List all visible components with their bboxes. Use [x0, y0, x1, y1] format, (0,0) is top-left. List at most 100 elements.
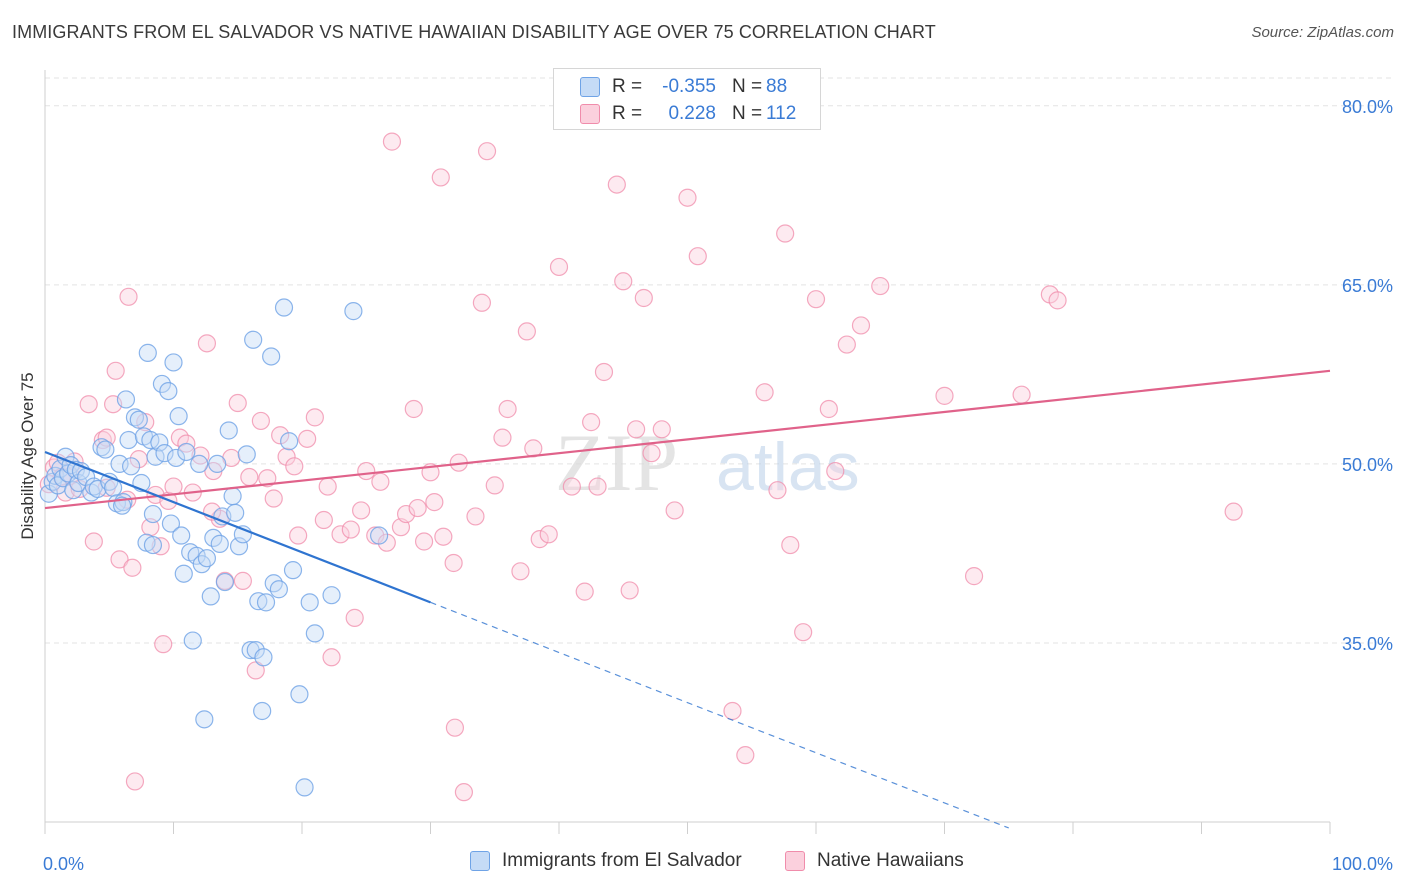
data-point-native-hawaiians — [498, 399, 517, 419]
data-point-native-hawaiians — [935, 386, 954, 405]
stats-r-label: R = — [612, 76, 643, 97]
data-point-native-hawaiians — [626, 420, 646, 439]
data-point-native-hawaiians — [594, 362, 614, 382]
data-point-native-hawaiians — [84, 532, 103, 551]
data-point-native-hawaiians — [539, 525, 558, 544]
series-legend: Immigrants from El Salvador Native Hawai… — [0, 850, 1406, 880]
data-point-native-hawaiians — [119, 287, 138, 306]
y-axis-title: Disability Age Over 75 — [18, 372, 37, 540]
data-point-native-hawaiians — [258, 469, 277, 488]
data-point-el-salvador — [215, 572, 234, 592]
data-point-native-hawaiians — [197, 334, 217, 353]
data-point-native-hawaiians — [366, 526, 385, 545]
data-point-native-hawaiians — [851, 316, 871, 335]
data-point-native-hawaiians — [322, 648, 341, 667]
data-point-el-salvador — [344, 302, 363, 321]
trend-lines — [44, 369, 1331, 829]
data-point-native-hawaiians — [781, 535, 800, 555]
data-point-native-hawaiians — [493, 428, 512, 447]
data-point-el-salvador — [121, 457, 141, 476]
data-point-native-hawaiians — [240, 467, 259, 487]
data-point-native-hawaiians — [562, 477, 581, 496]
data-point-native-hawaiians — [210, 509, 229, 528]
data-point-native-hawaiians — [408, 498, 427, 518]
data-point-el-salvador — [119, 430, 138, 450]
data-point-native-hawaiians — [271, 426, 290, 445]
data-point-native-hawaiians — [454, 783, 474, 802]
source-label: Source: ZipAtlas.com — [1251, 24, 1394, 41]
data-point-native-hawaiians — [477, 142, 497, 161]
data-point-native-hawaiians — [357, 461, 376, 481]
watermark: ZIP atlas — [555, 417, 860, 508]
data-point-el-salvador — [237, 445, 256, 464]
data-point-native-hawaiians — [404, 399, 423, 419]
data-point-native-hawaiians — [776, 224, 795, 243]
data-point-native-hawaiians — [125, 772, 145, 791]
data-point-native-hawaiians — [1224, 502, 1243, 521]
data-point-native-hawaiians — [318, 477, 337, 496]
data-point-native-hawaiians — [314, 510, 333, 530]
legend-item-native-hawaiians: Native Hawaiians — [785, 850, 964, 872]
data-point-native-hawaiians — [164, 477, 183, 496]
data-point-el-salvador — [161, 514, 181, 533]
data-point-el-salvador — [195, 710, 214, 729]
data-point-el-salvador — [159, 381, 178, 401]
legend-item-el-salvador: Immigrants from El Salvador — [470, 850, 742, 872]
data-point-native-hawaiians — [517, 322, 536, 341]
data-point-el-salvador — [169, 407, 188, 426]
data-point-native-hawaiians — [345, 608, 364, 627]
data-point-el-salvador — [246, 641, 265, 660]
data-point-el-salvador — [152, 374, 172, 394]
data-point-el-salvador — [290, 685, 309, 704]
legend-swatch-blue — [470, 851, 490, 871]
data-point-el-salvador — [155, 444, 174, 463]
trend-line-native-hawaiians — [44, 369, 1331, 510]
data-point-native-hawaiians — [614, 272, 633, 291]
series-immigrants-el-salvador — [39, 298, 389, 797]
data-point-el-salvador — [283, 561, 303, 580]
data-point-el-salvador — [208, 454, 227, 474]
data-point-el-salvador — [300, 593, 319, 612]
data-point-el-salvador — [164, 353, 183, 372]
data-point-el-salvador — [138, 343, 157, 362]
data-point-el-salvador — [256, 593, 276, 612]
watermark-atlas: atlas — [716, 429, 860, 505]
x-tick-label: 0.0% — [43, 854, 84, 874]
gridlines — [45, 77, 1393, 644]
stats-n-label: N = — [732, 103, 763, 124]
data-point-el-salvador — [254, 648, 273, 667]
data-point-native-hawaiians — [806, 290, 826, 309]
data-point-el-salvador — [201, 587, 220, 606]
data-point-native-hawaiians — [1012, 385, 1031, 404]
data-point-el-salvador — [190, 454, 209, 474]
data-point-native-hawaiians — [79, 395, 98, 414]
data-point-native-hawaiians — [964, 567, 984, 586]
data-point-native-hawaiians — [871, 276, 890, 296]
data-point-native-hawaiians — [445, 718, 465, 737]
data-point-el-salvador — [129, 410, 148, 429]
data-point-native-hawaiians — [331, 525, 350, 544]
data-point-el-salvador — [249, 592, 268, 611]
axes — [44, 70, 1331, 834]
stats-n-value: 112 — [766, 103, 797, 124]
data-point-native-hawaiians — [371, 472, 390, 491]
x-tick-label: 100.0% — [1332, 854, 1393, 874]
data-point-native-hawaiians — [444, 553, 463, 573]
data-point-el-salvador — [112, 496, 132, 515]
y-tick-label: 35.0% — [1342, 634, 1393, 654]
data-point-native-hawaiians — [678, 188, 697, 207]
data-point-native-hawaiians — [607, 175, 626, 194]
data-point-native-hawaiians — [588, 477, 607, 496]
data-point-el-salvador — [110, 454, 129, 474]
data-point-native-hawaiians — [396, 504, 416, 524]
data-point-el-salvador — [197, 549, 217, 568]
data-point-native-hawaiians — [251, 411, 270, 431]
legend-label: Immigrants from El Salvador — [502, 850, 742, 871]
legend-label: Native Hawaiians — [817, 850, 964, 871]
data-point-native-hawaiians — [530, 530, 549, 549]
data-point-native-hawaiians — [151, 537, 170, 556]
stats-row-pink: R = 0.228 N = 112 — [554, 101, 820, 127]
data-point-native-hawaiians — [511, 562, 530, 581]
data-point-native-hawaiians — [110, 550, 129, 569]
